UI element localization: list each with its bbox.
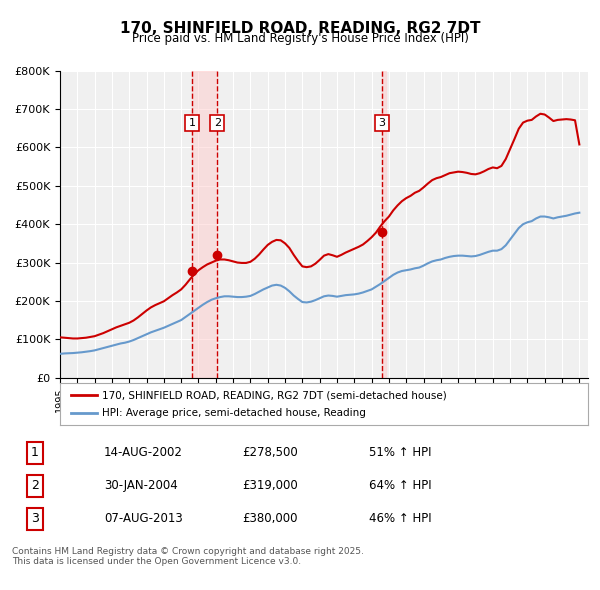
Text: 3: 3: [379, 118, 385, 128]
Text: 170, SHINFIELD ROAD, READING, RG2 7DT: 170, SHINFIELD ROAD, READING, RG2 7DT: [120, 21, 480, 35]
Text: 30-JAN-2004: 30-JAN-2004: [104, 479, 178, 493]
Text: 07-AUG-2013: 07-AUG-2013: [104, 513, 183, 526]
Text: 64% ↑ HPI: 64% ↑ HPI: [369, 479, 432, 493]
Text: 1: 1: [188, 118, 196, 128]
Text: 3: 3: [31, 513, 39, 526]
Text: 14-AUG-2002: 14-AUG-2002: [104, 446, 183, 459]
Text: Price paid vs. HM Land Registry's House Price Index (HPI): Price paid vs. HM Land Registry's House …: [131, 32, 469, 45]
Text: 51% ↑ HPI: 51% ↑ HPI: [369, 446, 431, 459]
Text: £319,000: £319,000: [242, 479, 298, 493]
Text: 1: 1: [31, 446, 39, 459]
Text: 170, SHINFIELD ROAD, READING, RG2 7DT (semi-detached house): 170, SHINFIELD ROAD, READING, RG2 7DT (s…: [102, 390, 447, 400]
Text: 2: 2: [31, 479, 39, 493]
Text: 2: 2: [214, 118, 221, 128]
Text: Contains HM Land Registry data © Crown copyright and database right 2025.
This d: Contains HM Land Registry data © Crown c…: [12, 547, 364, 566]
Bar: [192, 71, 217, 378]
Text: £278,500: £278,500: [242, 446, 298, 459]
Text: HPI: Average price, semi-detached house, Reading: HPI: Average price, semi-detached house,…: [102, 408, 366, 418]
Text: £380,000: £380,000: [242, 513, 298, 526]
Bar: [382, 71, 386, 378]
Text: 46% ↑ HPI: 46% ↑ HPI: [369, 513, 432, 526]
